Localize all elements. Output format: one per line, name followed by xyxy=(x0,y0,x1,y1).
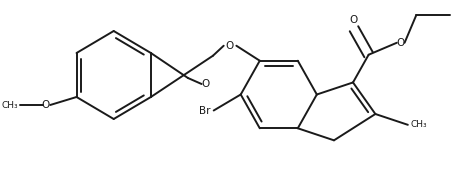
Text: O: O xyxy=(201,79,209,89)
Text: O: O xyxy=(348,15,356,25)
Text: CH₃: CH₃ xyxy=(410,120,426,129)
Text: O: O xyxy=(396,38,404,48)
Text: O: O xyxy=(41,100,49,110)
Text: Br: Br xyxy=(199,106,210,116)
Text: CH₃: CH₃ xyxy=(1,101,18,109)
Text: O: O xyxy=(225,41,233,51)
